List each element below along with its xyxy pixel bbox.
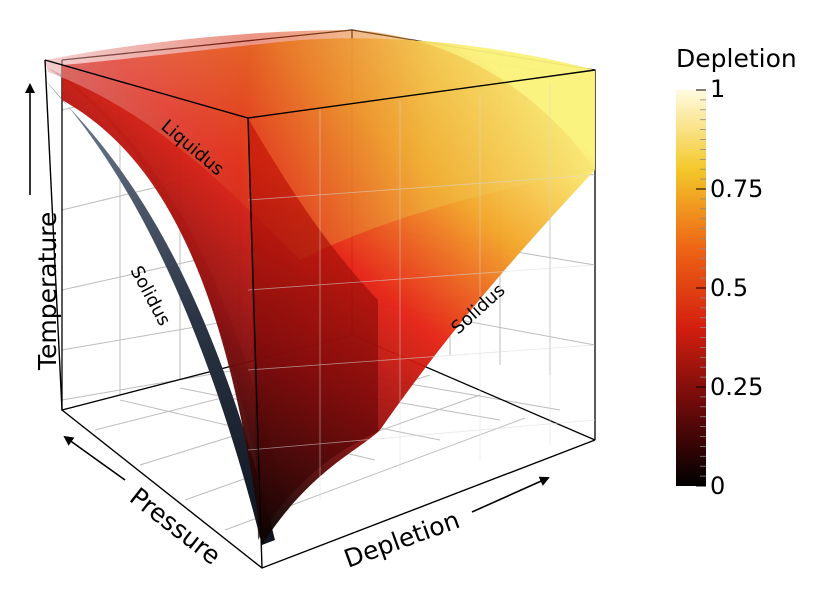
solidus-left-label: Solidus	[126, 262, 175, 329]
front-face	[248, 118, 378, 540]
pressure-arrow	[63, 435, 126, 481]
bounding-box-front	[44, 59, 596, 569]
colorbar-minor-ticks	[700, 89, 706, 487]
colorbar-tick-0: 0	[710, 472, 726, 500]
colorbar-major-ticks	[696, 89, 706, 487]
colorbar-tick-05: 0.5	[710, 274, 749, 302]
solidus-shell	[45, 80, 275, 545]
depletion-arrow	[471, 476, 550, 513]
colorbar-tick-1: 1	[710, 75, 726, 103]
temperature-axis-label: Temperature	[33, 212, 62, 371]
depletion-axis-label: Depletion	[340, 505, 463, 574]
front-grid	[247, 84, 596, 500]
colorbar-tick-075: 0.75	[710, 175, 764, 203]
colorbar-tick-025: 0.25	[710, 373, 764, 401]
pressure-axis-label: Pressure	[124, 482, 226, 571]
colorbar-title: Depletion	[676, 44, 797, 73]
colorbar	[676, 89, 706, 487]
